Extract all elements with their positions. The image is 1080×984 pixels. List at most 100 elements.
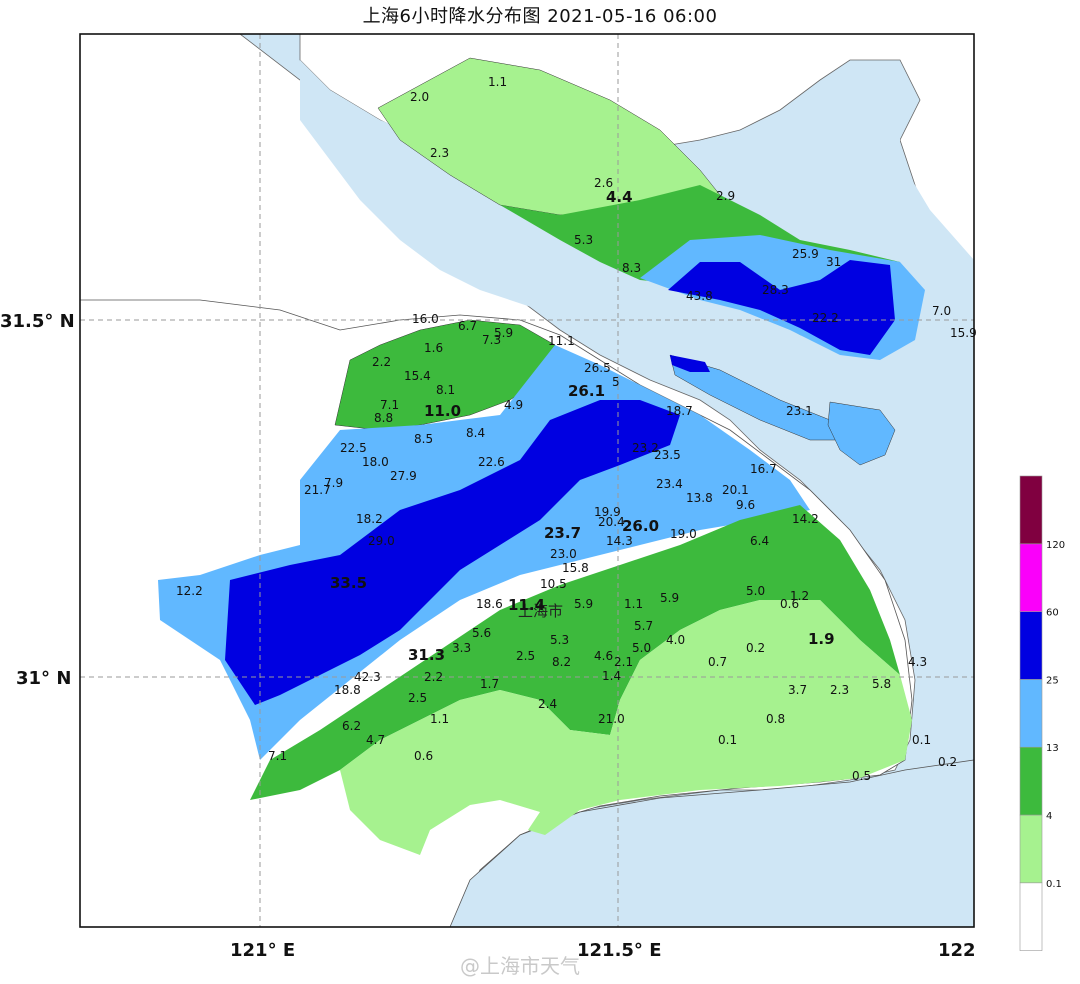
x-tick-121: 121° E (230, 940, 295, 961)
station-value: 5.7 (634, 619, 653, 633)
station-value: 5.6 (472, 626, 491, 640)
station-value: 29.0 (368, 534, 395, 548)
station-value: 42.3 (354, 670, 381, 684)
precip-zone-0.1-4-south (340, 600, 912, 855)
station-value: 6.2 (342, 719, 361, 733)
legend-label: 25 (1046, 675, 1059, 686)
station-value: 0.6 (780, 597, 799, 611)
station-value: 5.8 (872, 677, 891, 691)
station-value: 2.2 (372, 355, 391, 369)
station-value: 1.4 (602, 669, 621, 683)
station-value: 2.3 (430, 146, 449, 160)
station-value: 19.9 (594, 505, 621, 519)
precip-zone-25-60-north (668, 260, 895, 355)
legend-swatch (1019, 679, 1043, 748)
station-value: 2.1 (614, 655, 633, 669)
station-value: 27.9 (390, 469, 417, 483)
station-value: 1.2 (790, 589, 809, 603)
x-tick-121.5: 121.5° E (577, 940, 662, 961)
precip-shading (158, 57, 925, 855)
station-value: 1.1 (624, 597, 643, 611)
station-value: 4.7 (366, 733, 385, 747)
station-value: 14.3 (606, 534, 633, 548)
station-value: 7.1 (380, 398, 399, 412)
station-value: 7.1 (268, 749, 287, 763)
station-value: 5.9 (494, 326, 513, 340)
station-value: 5 (612, 375, 620, 389)
station-value: 8.8 (374, 411, 393, 425)
precip-zone-4-13-south (250, 505, 900, 800)
station-value: 13.8 (686, 491, 713, 505)
y-tick-31: 31° N (16, 668, 71, 689)
map-border (79, 33, 975, 928)
station-value: 21.7 (304, 483, 331, 497)
gridlines (80, 34, 974, 927)
station-value: 19.0 (670, 527, 697, 541)
station-value: 18.2 (356, 512, 383, 526)
legend-swatch (1019, 882, 1043, 951)
station-value: 8.4 (466, 426, 485, 440)
station-value: 23.2 (632, 441, 659, 455)
station-value: 9.6 (736, 498, 755, 512)
station-value: 7.0 (932, 304, 951, 318)
station-value: 12.2 (176, 584, 203, 598)
station-value: 22.2 (812, 311, 839, 325)
station-value: 26.1 (568, 382, 605, 400)
station-value: 6.4 (750, 534, 769, 548)
precip-zone-25-60-main (225, 400, 680, 705)
station-value: 23.1 (786, 404, 813, 418)
station-value: 7.9 (324, 476, 343, 490)
station-value: 0.1 (718, 733, 737, 747)
station-value: 4.3 (908, 655, 927, 669)
station-value: 0.2 (938, 755, 957, 769)
station-value: 0.8 (766, 712, 785, 726)
station-value: 1.9 (808, 630, 835, 648)
station-value: 22.5 (340, 441, 367, 455)
station-value: 0.1 (912, 733, 931, 747)
station-value: 7.3 (482, 333, 501, 347)
station-value: 26.5 (584, 361, 611, 375)
station-value: 0.6 (414, 749, 433, 763)
station-value: 23.7 (544, 524, 581, 542)
x-tick-122: 122 (938, 940, 976, 961)
station-value: 33.5 (330, 574, 367, 592)
station-value: 16.0 (412, 312, 439, 326)
station-value: 1.1 (430, 712, 449, 726)
station-value: 11.4 (508, 596, 545, 614)
station-value: 20.4 (598, 515, 625, 529)
station-value: 1.7 (480, 677, 499, 691)
precip-island-small (669, 354, 841, 441)
station-value: 11.1 (548, 334, 575, 348)
station-value: 0.2 (746, 641, 765, 655)
station-value: 8.1 (436, 383, 455, 397)
station-value: 5.3 (574, 233, 593, 247)
legend-label: 60 (1046, 608, 1059, 619)
station-value: 1.6 (424, 341, 443, 355)
city-label: 上海市 (518, 602, 563, 620)
axis-labels: 121° E 121.5° E 122 31.5° N 31° N (0, 311, 976, 961)
station-value: 3.7 (788, 683, 807, 697)
station-value: 23.5 (654, 448, 681, 462)
station-value: 23.0 (550, 547, 577, 561)
station-value: 18.6 (476, 597, 503, 611)
station-value: 8.2 (552, 655, 571, 669)
station-value: 18.0 (362, 455, 389, 469)
map-title: 上海6小时降水分布图 2021-05-16 06:00 (362, 6, 718, 27)
station-value: 2.5 (408, 691, 427, 705)
station-value: 8.3 (622, 261, 641, 275)
station-value: 16.7 (750, 462, 777, 476)
legend-label: 13 (1046, 743, 1059, 754)
station-value: 2.6 (594, 176, 613, 190)
legend-label: 120 (1046, 540, 1065, 551)
station-value: 43.8 (686, 289, 713, 303)
station-value: 18.7 (666, 404, 693, 418)
station-value: 26.0 (622, 517, 659, 535)
station-value: 20.1 (722, 483, 749, 497)
station-value: 15.4 (404, 369, 431, 383)
station-value: 23.4 (656, 477, 683, 491)
legend-swatch (1019, 543, 1043, 612)
legend-label: 0.1 (1046, 879, 1062, 890)
legend-label: 4 (1046, 811, 1052, 822)
station-value: 2.9 (716, 189, 735, 203)
station-value: 4.4 (606, 188, 633, 206)
